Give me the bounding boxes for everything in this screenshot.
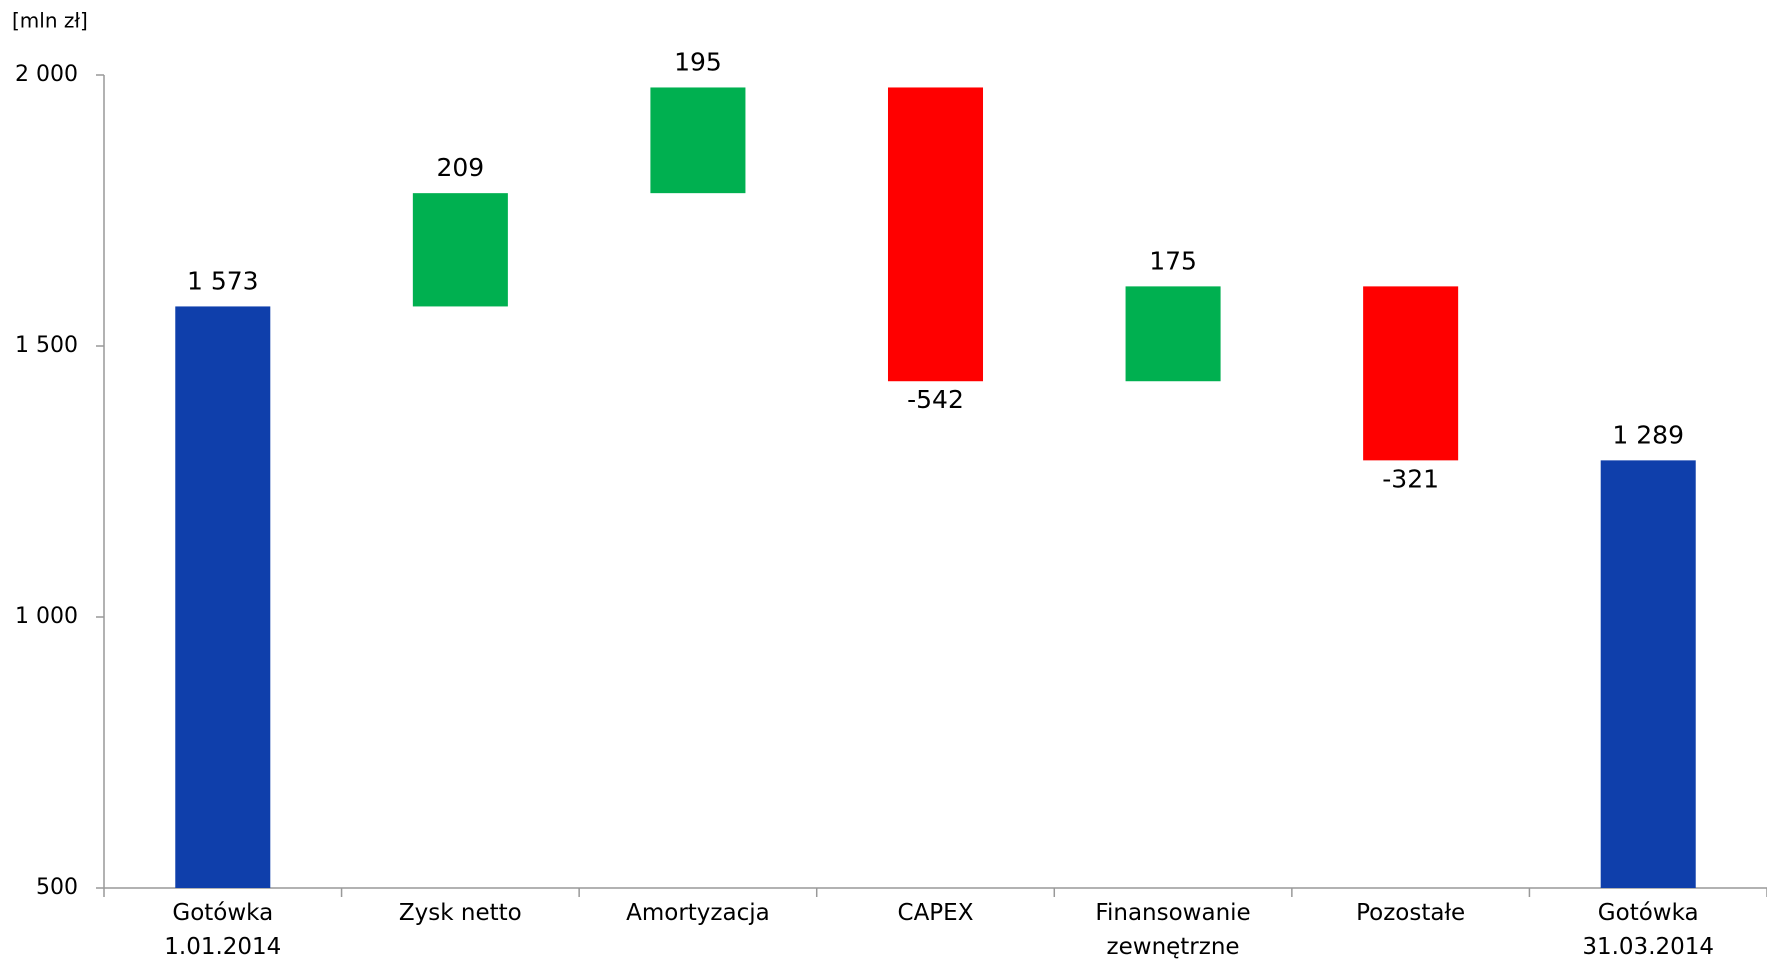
y-tick-label: 2 000	[15, 62, 78, 87]
bar	[175, 306, 271, 889]
data-label: 209	[436, 153, 484, 182]
x-tick-label: Amortyzacja	[626, 900, 770, 926]
bar	[887, 87, 984, 382]
x-tick-label: Zysk netto	[398, 900, 522, 926]
x-tick-label: Gotówka 1.01.2014	[164, 900, 282, 960]
data-label: 1 573	[187, 266, 259, 295]
x-tick-label: Finansowanie zewnętrzne	[1095, 900, 1251, 960]
bar	[1600, 460, 1696, 888]
data-label: 195	[674, 47, 722, 76]
unit-label: [mln zł]	[12, 9, 88, 33]
data-label: 1 289	[1612, 420, 1684, 449]
y-tick-label: 1 000	[15, 604, 78, 629]
y-tick-label: 1 500	[15, 333, 78, 358]
bar	[1125, 286, 1221, 382]
x-tick-label: CAPEX	[897, 900, 974, 926]
data-label: -321	[1382, 464, 1439, 493]
x-tick-label: Pozostałe	[1356, 900, 1466, 926]
x-tick-label: Gotówka 31.03.2014	[1582, 900, 1715, 960]
data-label: -542	[907, 385, 964, 414]
bar	[412, 193, 508, 307]
bar	[1363, 286, 1459, 461]
y-tick-label: 500	[36, 875, 78, 900]
bar	[650, 87, 746, 194]
data-label: 175	[1149, 246, 1197, 275]
